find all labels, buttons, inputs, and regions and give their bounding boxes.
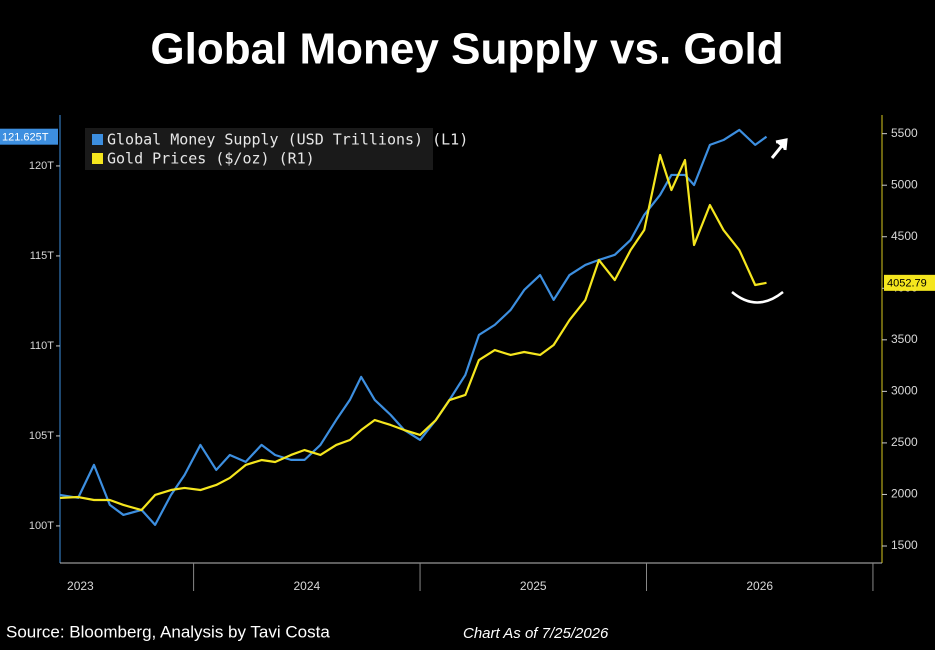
x-tick-label: 2026 — [746, 579, 773, 593]
note: Chart As of 7/25/2026 — [463, 625, 609, 642]
y2-tick-label: 1500 — [891, 538, 918, 552]
up-arrow — [770, 138, 788, 159]
legend-swatch — [92, 134, 103, 145]
x-tick-label: 2023 — [67, 579, 94, 593]
y-tick-label: 120T — [29, 160, 54, 172]
y2-tick-label: 4500 — [891, 229, 918, 243]
last-value-box — [884, 274, 935, 291]
y2-tick-label: 2000 — [891, 487, 918, 501]
legend-swatch — [92, 153, 103, 164]
last-value-label: 4052.79 — [887, 278, 927, 290]
series-line — [59, 153, 767, 512]
y-tick-label: 100T — [29, 520, 54, 532]
x-tick-label: 2025 — [520, 579, 547, 593]
y2-tick-label: 3000 — [891, 384, 918, 398]
chart-title: Global Money Supply vs. Gold — [150, 25, 783, 74]
x-tick-label: 2024 — [293, 579, 320, 593]
y2-tick-label: 3500 — [891, 332, 918, 346]
source: Source: Bloomberg, Analysis by Tavi Cost… — [6, 622, 330, 641]
y-tick-label: 110T — [30, 340, 55, 352]
legend-label: Global Money Supply (USD Trillions) (L1) — [107, 131, 468, 149]
y-tick-label: 105T — [29, 430, 54, 442]
last-value-label: 121.625T — [2, 132, 49, 144]
series-line — [59, 128, 768, 526]
y-tick-label: 115T — [30, 250, 55, 262]
last-value-box — [0, 128, 58, 145]
legend-box — [85, 128, 433, 170]
y2-tick-label: 5500 — [891, 126, 918, 140]
bottom-curve — [731, 291, 784, 304]
legend-label: Gold Prices ($/oz) (R1) — [107, 150, 315, 168]
y2-tick-label: 2500 — [891, 435, 918, 449]
y2-tick-label: 5000 — [891, 177, 918, 191]
